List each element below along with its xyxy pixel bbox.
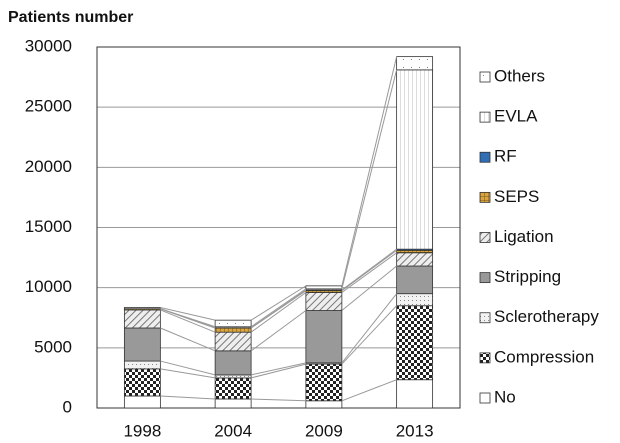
connector — [251, 398, 306, 402]
bar-segment — [214, 327, 252, 333]
bar-segment — [305, 310, 343, 364]
legend-swatch — [479, 232, 491, 243]
connector — [160, 308, 216, 328]
bar-segment — [214, 319, 252, 328]
legend-swatch — [479, 272, 491, 284]
bar-segment — [396, 265, 434, 295]
bar-segment — [396, 69, 434, 250]
connector — [341, 56, 398, 286]
y-axis-title: Patients number — [8, 9, 133, 26]
y-tick-label: 20000 — [25, 157, 72, 176]
bar-segment — [305, 363, 343, 402]
connector — [341, 69, 398, 289]
bar-segment — [123, 360, 161, 370]
connector — [341, 379, 397, 402]
bar-segment — [396, 293, 434, 307]
bar-segment — [123, 307, 161, 310]
connector — [160, 395, 216, 400]
bar-segment — [214, 331, 252, 352]
y-tick-label: 15000 — [25, 217, 72, 236]
connector — [251, 363, 306, 379]
legend-label: Ligation — [494, 227, 554, 246]
connector — [250, 310, 307, 352]
plot-frame — [96, 46, 461, 409]
x-tick-label: 2004 — [214, 421, 252, 440]
connector — [341, 252, 397, 293]
bar-segment — [305, 400, 343, 409]
legend-swatch — [479, 392, 491, 404]
legend-swatch — [479, 151, 491, 163]
bar-segment — [396, 379, 434, 409]
y-tick-label: 30000 — [25, 36, 72, 55]
y-tick-label: 10000 — [25, 277, 72, 296]
connector — [341, 249, 397, 292]
legend-swatch — [479, 111, 491, 123]
legend-swatch — [479, 191, 491, 203]
legend-label: Others — [494, 66, 545, 85]
legend-swatch — [479, 71, 491, 83]
bar-segment — [305, 292, 343, 311]
legend-swatch — [479, 312, 491, 324]
bar-segment — [214, 374, 252, 379]
connector — [160, 327, 216, 352]
bar-segment — [396, 56, 434, 71]
connector — [341, 265, 397, 311]
x-tick-label: 2013 — [396, 421, 434, 440]
bar-segment — [305, 285, 343, 290]
connector — [341, 293, 398, 364]
bar-segment — [123, 327, 161, 362]
bar-segment — [396, 252, 434, 267]
connector — [341, 248, 397, 291]
y-tick-label: 0 — [63, 397, 72, 416]
connector — [250, 292, 307, 333]
legend-label: Stripping — [494, 267, 561, 286]
y-tick-label: 25000 — [25, 97, 72, 116]
bar-segment — [214, 377, 252, 400]
connector — [160, 368, 216, 379]
connector — [251, 362, 306, 376]
y-tick-label: 5000 — [34, 337, 72, 356]
legend-label: Compression — [494, 347, 594, 366]
bar-segment — [396, 305, 434, 381]
connector — [160, 360, 216, 376]
connector — [160, 309, 216, 333]
legend-swatch — [479, 352, 491, 364]
connector — [160, 307, 216, 321]
connector — [250, 289, 307, 329]
legend-label: SEPS — [494, 187, 539, 206]
connector — [341, 305, 397, 365]
bar-segment — [214, 350, 252, 376]
legend-label: Sclerotherapy — [494, 307, 599, 326]
bar-segment — [123, 309, 161, 329]
bar-segment — [123, 395, 161, 409]
legend-label: EVLA — [494, 107, 538, 126]
x-tick-label: 2009 — [305, 421, 343, 440]
legend-label: RF — [494, 147, 517, 166]
connector — [250, 288, 307, 328]
x-tick-label: 1998 — [123, 421, 161, 440]
bar-segment — [214, 398, 252, 409]
connector — [250, 285, 307, 321]
legend-label: No — [494, 387, 516, 406]
bar-segment — [123, 368, 161, 397]
